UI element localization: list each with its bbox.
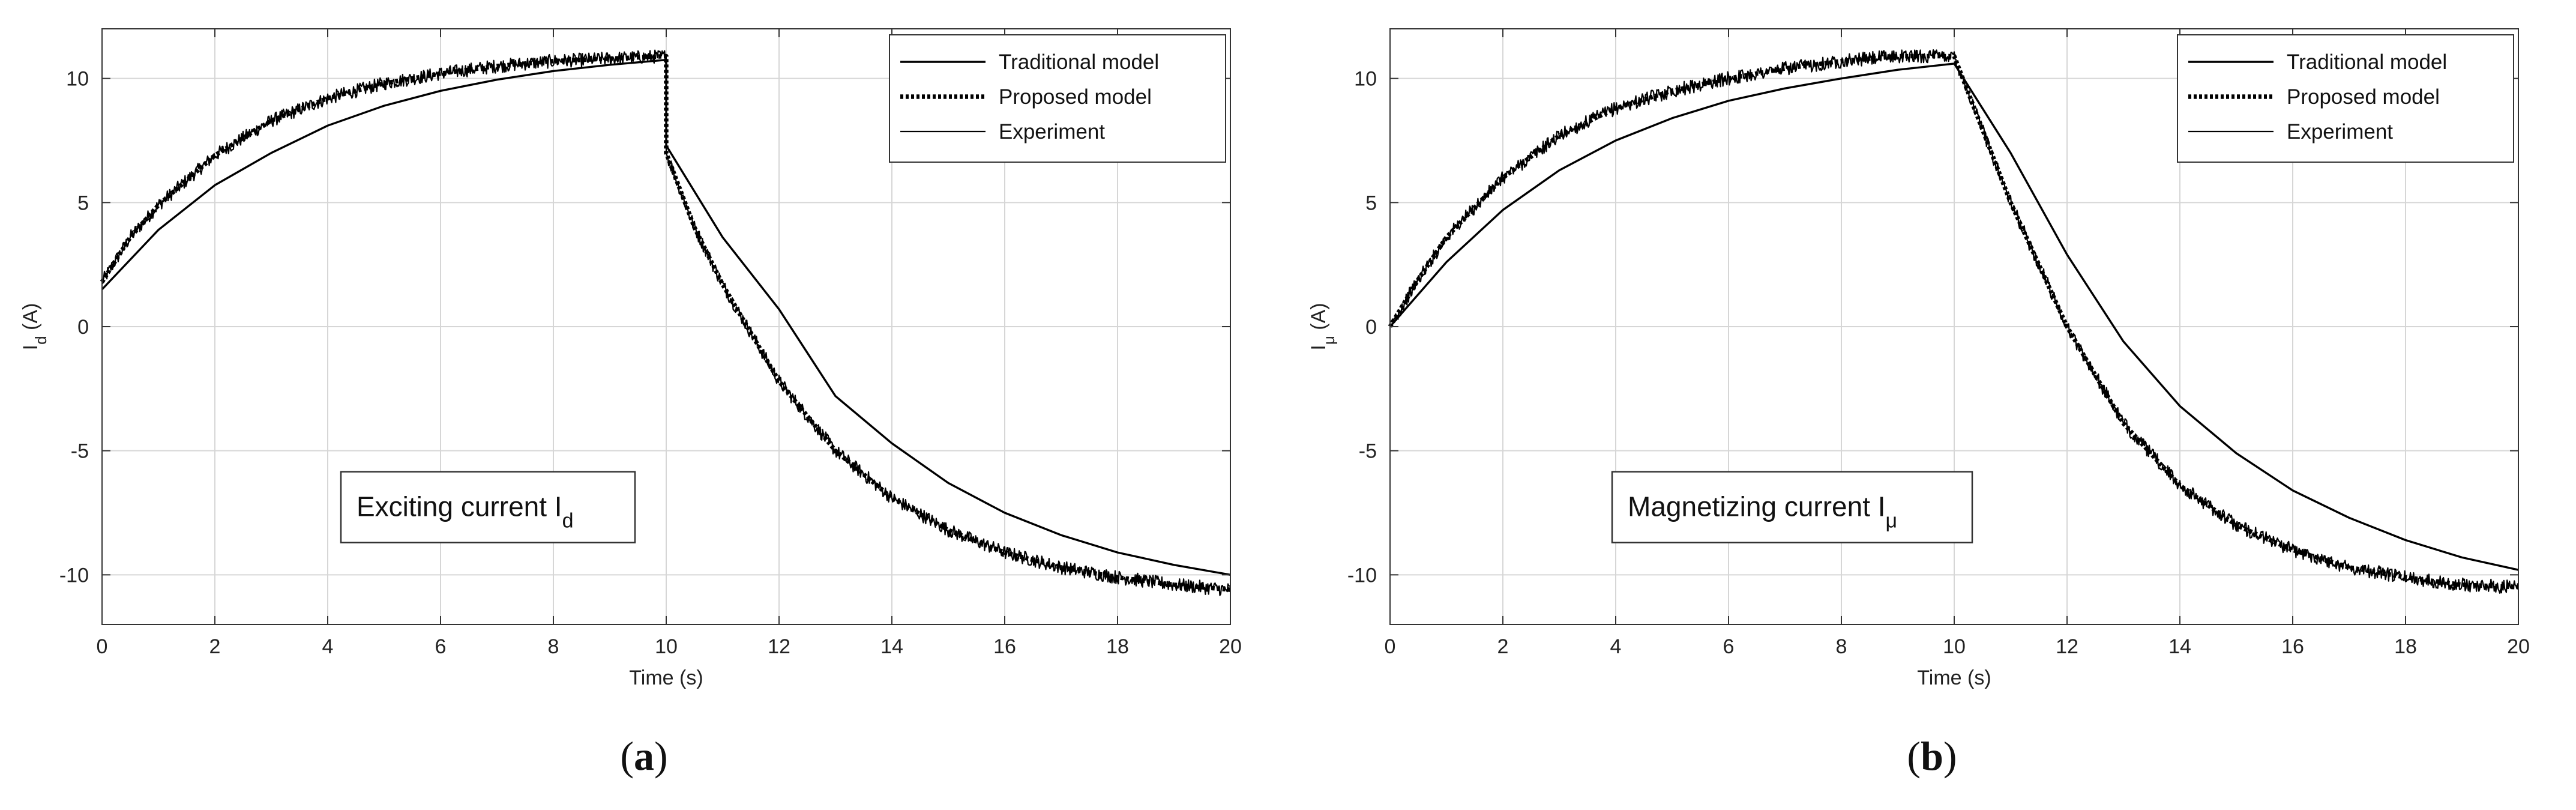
x-tick-label: 12: [2056, 635, 2078, 658]
panel-b: 0 2 4 6 8 10 12 14 16 18 20 -10 -5 0 5 10 Time (s) Iμ (A)…: [1288, 0, 2576, 810]
panel-label-letter: b: [1921, 733, 1943, 779]
legend-entry: Traditional model: [2287, 50, 2447, 74]
x-tick-label: 2: [209, 635, 221, 658]
panel-label-open: (: [620, 733, 634, 779]
legend-entry: Experiment: [2287, 120, 2393, 144]
y-tick-label: 0: [77, 316, 89, 339]
x-tick-label: 12: [768, 635, 790, 658]
x-tick-label: 4: [1610, 635, 1622, 658]
y-tick-label: 10: [66, 68, 89, 91]
y-tick-label: -5: [1359, 440, 1377, 463]
x-tick-label: 4: [322, 635, 334, 658]
y-axis-label-unit: (A): [1307, 303, 1330, 336]
panel-label-open: (: [1907, 733, 1921, 779]
x-tick-label: 14: [2168, 635, 2191, 658]
y-tick-label: 5: [77, 192, 89, 214]
panel-label-close: ): [1943, 733, 1957, 779]
traditional-model-line: [101, 59, 1231, 576]
panel-a: 0 2 4 6 8 10 12 14 16 18 20 -10 -5 0 5 10 Time (s) Id (A)…: [0, 28, 1288, 780]
annotation-subscript: μ: [1886, 510, 1898, 533]
y-axis-label-sub: μ: [1320, 336, 1338, 345]
annotation-subscript: d: [562, 510, 574, 533]
legend-entry: Traditional model: [999, 50, 1159, 74]
y-tick-label: 0: [1365, 316, 1377, 339]
y-tick-label: -10: [59, 564, 89, 587]
proposed-model-line: [1388, 53, 2519, 590]
x-tick-label: 10: [655, 635, 678, 658]
panel-label-close: ): [654, 733, 668, 779]
annotation-box: [1611, 471, 1973, 543]
legend-entry: Proposed model: [999, 85, 1152, 109]
x-tick-label: 16: [993, 635, 1016, 658]
legend-entry: Experiment: [999, 120, 1105, 144]
x-tick-label: 20: [1219, 635, 1242, 658]
legend-entry: Proposed model: [2287, 85, 2440, 109]
chart-magnetizing-current: 0 2 4 6 8 10 12 14 16 18 20 -10 -5 0 5 10 Time (s) Iμ (A)…: [1307, 28, 2530, 689]
x-axis-label: Time (s): [629, 666, 703, 689]
x-tick-label: 10: [1943, 635, 1966, 658]
y-axis-label: Id (A): [19, 303, 50, 351]
chart-exciting-current: 0 2 4 6 8 10 12 14 16 18 20 -10 -5 0 5 10 Time (s) Id (A)…: [19, 28, 1242, 689]
panel-label-a: (a): [0, 733, 1288, 780]
x-tick-label: 2: [1497, 635, 1509, 658]
panel-label-b: (b): [1288, 733, 2576, 780]
y-tick-label: 5: [1365, 192, 1377, 214]
panel-label-letter: a: [634, 733, 654, 779]
y-axis-label-unit: (A): [19, 303, 42, 336]
x-tick-label: 16: [2281, 635, 2304, 658]
x-tick-label: 18: [2394, 635, 2417, 658]
x-tick-label: 8: [1836, 635, 1847, 658]
x-tick-label: 18: [1106, 635, 1129, 658]
traditional-model-line: [1389, 62, 2519, 571]
y-tick-label: -10: [1347, 564, 1377, 587]
x-tick-label: 20: [2507, 635, 2530, 658]
y-axis-label: Iμ (A): [1307, 303, 1338, 350]
y-tick-label: 10: [1354, 68, 1377, 91]
x-axis-label: Time (s): [1917, 666, 1991, 689]
x-tick-label: 0: [1385, 635, 1396, 658]
x-tick-label: 14: [880, 635, 903, 658]
x-tick-label: 0: [97, 635, 108, 658]
x-tick-label: 8: [548, 635, 559, 658]
y-tick-label: -5: [71, 440, 89, 463]
y-axis-label-sub: d: [32, 336, 50, 344]
x-tick-label: 6: [435, 635, 447, 658]
annotation-box: [340, 471, 636, 543]
x-tick-label: 6: [1723, 635, 1735, 658]
